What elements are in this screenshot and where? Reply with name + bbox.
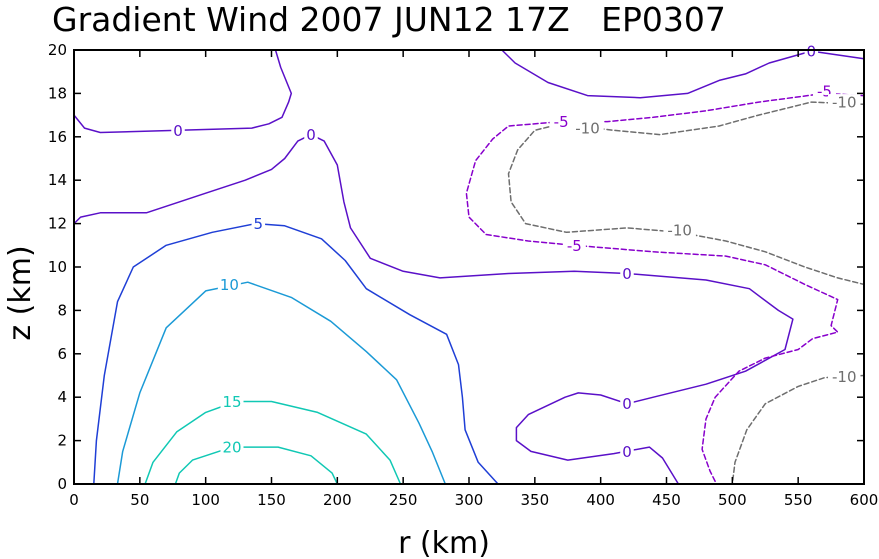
contour-label-bg-14 — [828, 94, 861, 111]
contour-label-15-1: 15 — [222, 393, 241, 411]
contour-label-0-7: 0 — [622, 395, 632, 413]
contour-label-0-6: 0 — [622, 265, 632, 283]
contour-label-0-8: 0 — [622, 443, 632, 461]
y-tick-label-0: 0 — [57, 475, 67, 493]
contour-label-bg-9 — [804, 43, 819, 60]
contour-line-0-5 — [73, 49, 293, 134]
contour-label-20-0: 20 — [222, 439, 241, 457]
x-tick-label-500: 500 — [718, 491, 747, 509]
y-tick-label-6: 6 — [57, 345, 67, 363]
contour-line-15-1 — [144, 400, 402, 485]
contour-label-bg-5 — [304, 126, 318, 143]
x-tick-label-0: 0 — [69, 491, 79, 509]
contour-line-10-2 — [116, 281, 447, 485]
plot-frame — [73, 49, 865, 485]
x-tick-label-600: 600 — [850, 491, 879, 509]
chart-title: Gradient Wind 2007 JUN12 17Z EP0307 — [52, 0, 726, 39]
y-axis-ticks: 0 2 4 6 8 10 12 14 16 18 20 — [48, 41, 864, 493]
contour-label-bg-4 — [171, 122, 185, 139]
contour-label-bg-15 — [663, 222, 696, 239]
contour-line--5-7 — [465, 92, 865, 485]
y-tick-label-16: 16 — [48, 128, 67, 146]
contour-label-0-5: 0 — [306, 126, 316, 144]
contour-label-0-9: 0 — [807, 43, 817, 61]
x-tick-label-300: 300 — [455, 491, 484, 509]
y-axis-label: z (km) — [3, 245, 38, 340]
contour-label--10-15: -10 — [667, 222, 692, 240]
x-axis-ticks: 0 50 100 150 200 250 300 350 400 450 500 550 600 — [69, 50, 878, 509]
y-tick-label-10: 10 — [48, 258, 67, 276]
x-tick-label-450: 450 — [652, 491, 681, 509]
y-tick-label-14: 14 — [48, 171, 67, 189]
y-tick-label-2: 2 — [57, 432, 67, 450]
contour-label--5-12: -5 — [567, 237, 582, 255]
contour-lines — [73, 49, 865, 485]
contour-label-bg-0 — [220, 439, 244, 456]
contour-label--10-13: -10 — [575, 120, 600, 138]
contour-line-20-0 — [174, 446, 339, 485]
contour-label--10-16: -10 — [832, 368, 857, 386]
x-axis-label: r (km) — [398, 526, 490, 559]
y-tick-label-20: 20 — [48, 41, 67, 59]
x-tick-label-200: 200 — [323, 491, 352, 509]
contour-label-bg-10 — [549, 113, 573, 130]
x-tick-label-150: 150 — [257, 491, 286, 509]
contour-label--10-14: -10 — [832, 94, 857, 112]
contour-label-bg-12 — [562, 237, 586, 254]
contour-line--10-8 — [507, 101, 865, 286]
x-tick-label-50: 50 — [130, 491, 149, 509]
contour-label-bg-8 — [620, 443, 634, 460]
contour-label--5-10: -5 — [554, 113, 569, 131]
contour-label-0-4: 0 — [173, 122, 183, 140]
contour-label-bg-2 — [217, 276, 241, 293]
contour-label-bg-3 — [251, 215, 266, 232]
x-tick-label-550: 550 — [784, 491, 813, 509]
contour-label-bg-1 — [220, 393, 244, 410]
contour-line-0-4 — [73, 133, 794, 485]
contour-line-0-6 — [501, 49, 865, 99]
contour-label-bg-7 — [620, 395, 634, 412]
y-tick-label-4: 4 — [57, 388, 67, 406]
x-tick-label-250: 250 — [389, 491, 418, 509]
y-tick-label-8: 8 — [57, 301, 67, 319]
contour-label-bg-16 — [828, 368, 861, 385]
contour-line-5-3 — [93, 222, 499, 485]
contour-label-bg-6 — [620, 265, 634, 282]
contour-label-bg-13 — [571, 120, 604, 137]
x-tick-label-400: 400 — [586, 491, 615, 509]
y-tick-label-12: 12 — [48, 215, 67, 233]
x-tick-label-350: 350 — [521, 491, 550, 509]
contour-line--10-9 — [731, 374, 865, 485]
x-tick-label-100: 100 — [191, 491, 220, 509]
contour-label-5-3: 5 — [254, 215, 264, 233]
y-tick-label-18: 18 — [48, 84, 67, 102]
contour-label-10-2: 10 — [220, 276, 239, 294]
